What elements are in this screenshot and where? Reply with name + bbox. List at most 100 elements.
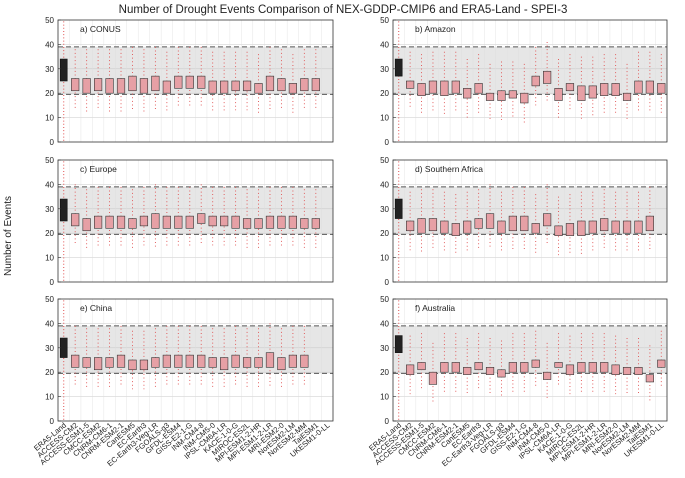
model-box [657, 83, 666, 94]
model-box [162, 80, 171, 94]
model-box [531, 223, 540, 234]
model-box [554, 88, 563, 101]
model-box [82, 357, 91, 368]
model-box [162, 354, 171, 368]
model-box [197, 213, 206, 224]
y-tick-label: 50 [45, 156, 54, 165]
model-box [311, 218, 320, 229]
model-box [645, 374, 654, 383]
model-box [231, 215, 240, 229]
model-box [634, 80, 643, 94]
model-box [440, 80, 449, 96]
model-box [428, 371, 438, 385]
y-tick-label: 20 [45, 229, 54, 238]
y-tick-label: 10 [45, 393, 54, 402]
model-box [520, 362, 529, 373]
y-tick-label: 20 [380, 368, 389, 377]
model-box [588, 85, 597, 99]
y-tick-label: 50 [45, 16, 54, 25]
panel-4: 0 10 20 30 40 50 d) Southern Africa [380, 156, 668, 287]
model-box [185, 215, 194, 229]
model-box [151, 75, 160, 92]
y-tick-label: 20 [45, 368, 54, 377]
model-box [254, 357, 263, 368]
model-box [151, 357, 160, 368]
model-box [94, 215, 103, 229]
model-box [634, 367, 643, 375]
y-tick-label: 10 [380, 254, 389, 263]
model-box [71, 354, 80, 368]
model-box [543, 371, 552, 380]
model-box [565, 364, 575, 375]
model-box [577, 220, 586, 236]
model-box [277, 215, 286, 229]
model-box [208, 80, 217, 94]
model-box [554, 225, 563, 236]
model-box [577, 85, 586, 101]
y-tick-label: 0 [50, 417, 55, 426]
panel-label: b) Amazon [415, 24, 456, 34]
model-box [288, 83, 297, 94]
y-tick-label: 10 [380, 393, 389, 402]
model-box [634, 220, 643, 234]
model-box [463, 367, 472, 375]
model-box [463, 220, 472, 234]
era5-box [59, 198, 68, 222]
y-tick-label: 30 [380, 205, 389, 214]
model-box [543, 213, 552, 227]
model-box [611, 364, 620, 375]
model-box [174, 215, 183, 229]
y-tick-label: 50 [380, 295, 389, 304]
model-box [94, 357, 103, 371]
model-box [220, 215, 229, 227]
model-box [406, 220, 415, 232]
model-box [300, 218, 309, 229]
model-box [497, 369, 506, 378]
y-tick-label: 20 [45, 89, 54, 98]
model-box [474, 362, 483, 371]
model-box [254, 218, 263, 229]
model-box [139, 359, 149, 371]
model-box [657, 359, 666, 368]
model-box [265, 75, 275, 92]
model-box [565, 223, 575, 236]
model-box [116, 78, 126, 94]
era5-box [394, 198, 403, 219]
model-box [485, 92, 495, 101]
model-box [105, 78, 114, 94]
panel-frame [57, 159, 334, 283]
y-tick-label: 50 [380, 16, 389, 25]
model-box [508, 90, 517, 99]
panel-frame [57, 298, 334, 422]
model-box [463, 88, 472, 99]
model-box [220, 80, 229, 94]
era5-box [394, 335, 403, 353]
model-box [588, 220, 597, 234]
model-box [265, 215, 275, 229]
model-box [139, 78, 149, 94]
panel-3: 0 10 20 30 40 50 c) Europe [45, 156, 334, 287]
model-box [105, 357, 114, 368]
model-box [600, 83, 609, 96]
model-box [277, 357, 286, 371]
model-box [645, 215, 654, 232]
y-tick-label: 10 [45, 254, 54, 263]
model-box [162, 215, 171, 229]
model-box [588, 362, 597, 373]
y-tick-label: 40 [45, 180, 54, 189]
model-box [254, 83, 263, 94]
model-box [554, 362, 563, 368]
model-box [543, 70, 552, 84]
model-box [105, 215, 114, 229]
y-tick-label: 40 [380, 319, 389, 328]
model-box [406, 80, 415, 89]
y-tick-label: 40 [380, 40, 389, 49]
model-box [185, 354, 194, 368]
panel-frame [392, 159, 668, 283]
y-tick-label: 40 [45, 40, 54, 49]
model-box [428, 218, 438, 232]
model-box [497, 90, 506, 101]
model-box [645, 80, 654, 94]
